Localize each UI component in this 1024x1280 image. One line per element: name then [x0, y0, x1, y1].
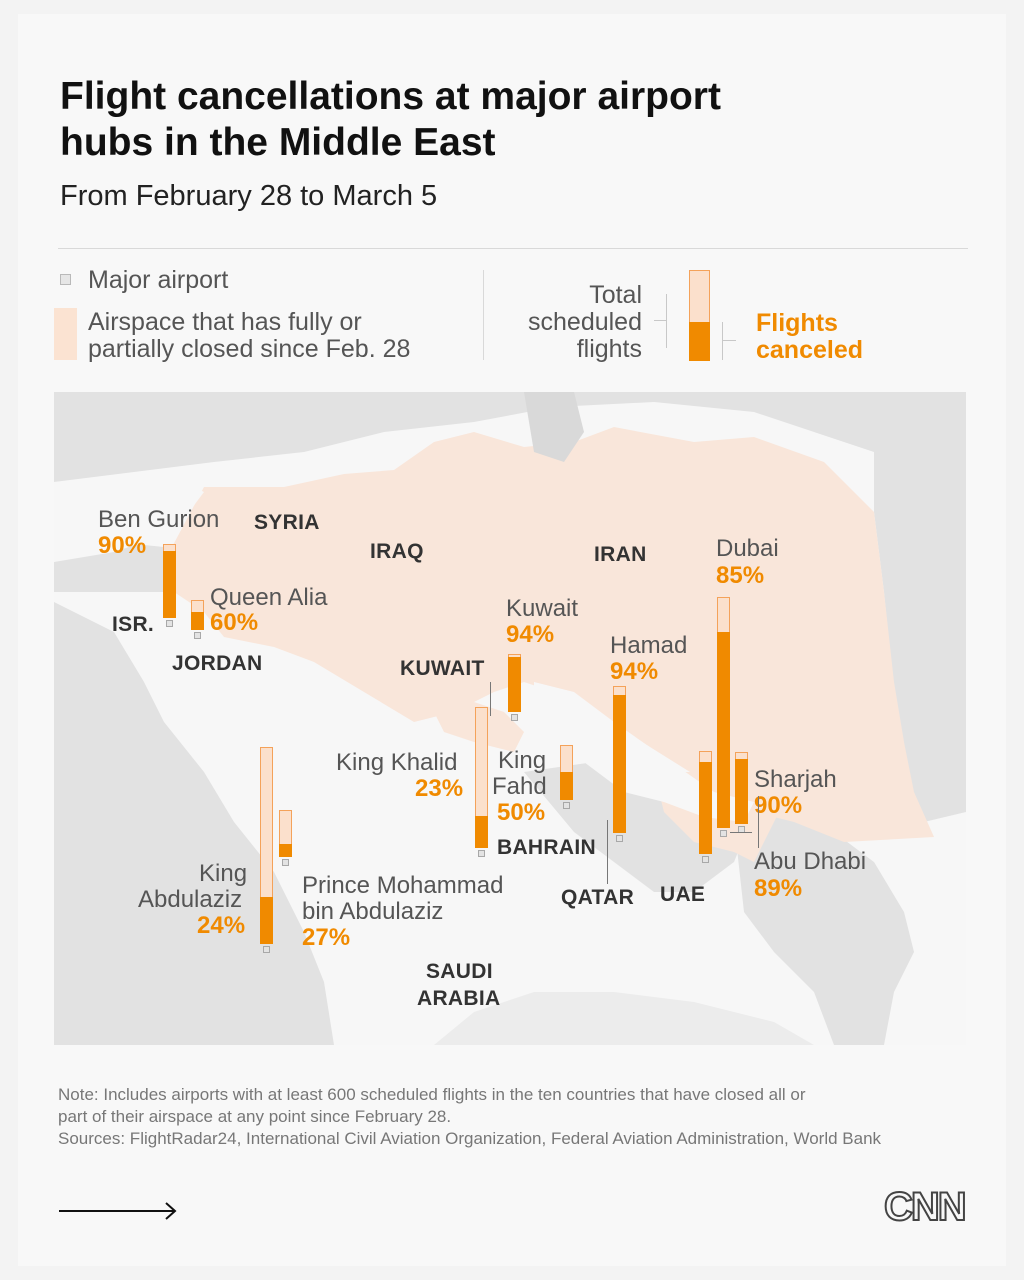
airport-pct-sharjah: 90% [754, 792, 803, 819]
airport-marker-dubai [720, 830, 727, 837]
legend-airspace-line2: partially closed since Feb. 28 [88, 335, 411, 363]
airport-marker-king-abdulaziz [263, 946, 270, 953]
legend-total-tick [654, 320, 666, 321]
canceled-flights-bar-abu-dhabi [699, 762, 712, 854]
airport-label-king-fahd-line2: Fahd [492, 773, 547, 800]
canceled-flights-bar-prince-mohammad [279, 844, 292, 857]
country-label-syria: SYRIA [254, 511, 320, 534]
canceled-flights-bar-king-khalid [475, 816, 488, 848]
country-label-saudi-line1: SAUDI [426, 960, 493, 983]
legend-canceled-line2: canceled [756, 336, 864, 364]
airport-pct-king-fahd: 50% [497, 799, 546, 826]
airport-label-abu-dhabi: Abu Dhabi [754, 848, 867, 875]
airport-label-hamad: Hamad [610, 632, 688, 659]
country-label-qatar: QATAR [561, 886, 635, 909]
canceled-flights-bar-dubai [717, 632, 730, 828]
airport-label-sharjah: Sharjah [754, 766, 837, 793]
airport-marker-kuwait [511, 714, 518, 721]
legend-total-label: Total scheduled flights [480, 282, 642, 363]
airport-pct-dubai: 85% [716, 562, 765, 589]
canceled-flights-bar-king-fahd [560, 772, 573, 800]
closed-airspace-legend-swatch [54, 308, 77, 360]
airport-label-ben-gurion: Ben Gurion [98, 506, 220, 533]
leader-line-qatar [607, 820, 608, 884]
map-basemap [54, 392, 966, 1045]
canceled-flights-bar-ben-gurion [163, 551, 176, 618]
airport-label-prince-mohammad-line2: bin Abdulaziz [302, 898, 444, 925]
airport-label-king-fahd-line1: King [498, 747, 547, 774]
legend-total-line3: flights [576, 335, 642, 363]
legend-separator [483, 270, 484, 360]
legend-total-bracket [666, 294, 667, 348]
country-label-iraq: IRAQ [370, 540, 424, 563]
page-subtitle: From February 28 to March 5 [60, 180, 438, 212]
canceled-flights-bar-sharjah [735, 759, 748, 824]
canceled-flights-bar-kuwait [508, 657, 521, 712]
airport-pct-king-khalid: 23% [415, 775, 464, 802]
airport-pct-queen-alia: 60% [210, 609, 259, 636]
airport-pct-prince-mohammad: 27% [302, 924, 351, 951]
legend-airspace-line1: Airspace that has fully or [88, 308, 362, 336]
major-airport-legend-icon [60, 274, 71, 285]
legend-major-airport: Major airport [88, 266, 229, 294]
header-divider [58, 248, 968, 249]
leader-line-abu-dhabi [730, 832, 752, 833]
airport-label-king-abdulaziz-line1: King [199, 860, 248, 887]
svg-text:CNN: CNN [884, 1185, 965, 1228]
page-title: Flight cancellations at major airport hu… [60, 75, 721, 164]
country-label-bahrain: BAHRAIN [497, 836, 596, 859]
airport-marker-abu-dhabi [702, 856, 709, 863]
country-label-uae: UAE [660, 883, 706, 906]
airport-label-kuwait: Kuwait [506, 595, 579, 622]
country-label-jordan: JORDAN [172, 652, 263, 675]
airport-label-dubai: Dubai [716, 535, 779, 562]
country-label-israel: ISR. [112, 613, 155, 636]
note-line2: part of their airspace at any point sinc… [58, 1107, 452, 1126]
legend-total-line2: scheduled [528, 308, 642, 336]
airport-pct-king-abdulaziz: 24% [197, 912, 246, 939]
airport-pct-abu-dhabi: 89% [754, 875, 803, 902]
legend-canceled-tick [722, 340, 736, 341]
canceled-flights-bar-hamad [613, 695, 626, 833]
sources: Sources: FlightRadar24, International Ci… [58, 1129, 882, 1148]
airport-marker-hamad [616, 835, 623, 842]
airport-label-queen-alia: Queen Alia [210, 584, 328, 611]
airport-label-king-khalid: King Khalid [336, 749, 458, 776]
country-label-kuwait: KUWAIT [400, 657, 485, 680]
legend-canceled-line1: Flights [756, 309, 838, 337]
legend-canceled-bracket [722, 322, 723, 360]
canceled-flights-bar-king-abdulaziz [260, 897, 273, 944]
country-label-iran: IRAN [594, 543, 647, 566]
airport-marker-ben-gurion [166, 620, 173, 627]
leader-line-sharjah [758, 796, 759, 848]
next-arrow-icon[interactable] [58, 1200, 180, 1222]
airport-marker-queen-alia [194, 632, 201, 639]
canceled-flights-bar-queen-alia [191, 612, 204, 630]
note-line1: Note: Includes airports with at least 60… [58, 1085, 806, 1104]
footnote: Note: Includes airports with at least 60… [58, 1084, 968, 1150]
legend-canceled-label: Flights canceled [756, 310, 863, 364]
country-label-saudi-line2: ARABIA [417, 987, 501, 1010]
airport-marker-king-fahd [563, 802, 570, 809]
legend-canceled-bar [689, 322, 710, 361]
airport-marker-prince-mohammad [282, 859, 289, 866]
airport-pct-hamad: 94% [610, 658, 659, 685]
leader-line-kuwait [490, 682, 491, 716]
map: SYRIA IRAQ IRAN ISR. JORDAN KUWAIT BAHRA… [54, 392, 966, 1045]
airport-label-prince-mohammad-line1: Prince Mohammad [302, 872, 504, 899]
airport-pct-ben-gurion: 90% [98, 532, 147, 559]
legend-total-line1: Total [589, 281, 642, 309]
airport-pct-kuwait: 94% [506, 621, 555, 648]
cnn-logo: CNN [883, 1184, 968, 1228]
airport-label-king-abdulaziz-line2: Abdulaziz [138, 886, 243, 913]
airport-marker-king-khalid [478, 850, 485, 857]
